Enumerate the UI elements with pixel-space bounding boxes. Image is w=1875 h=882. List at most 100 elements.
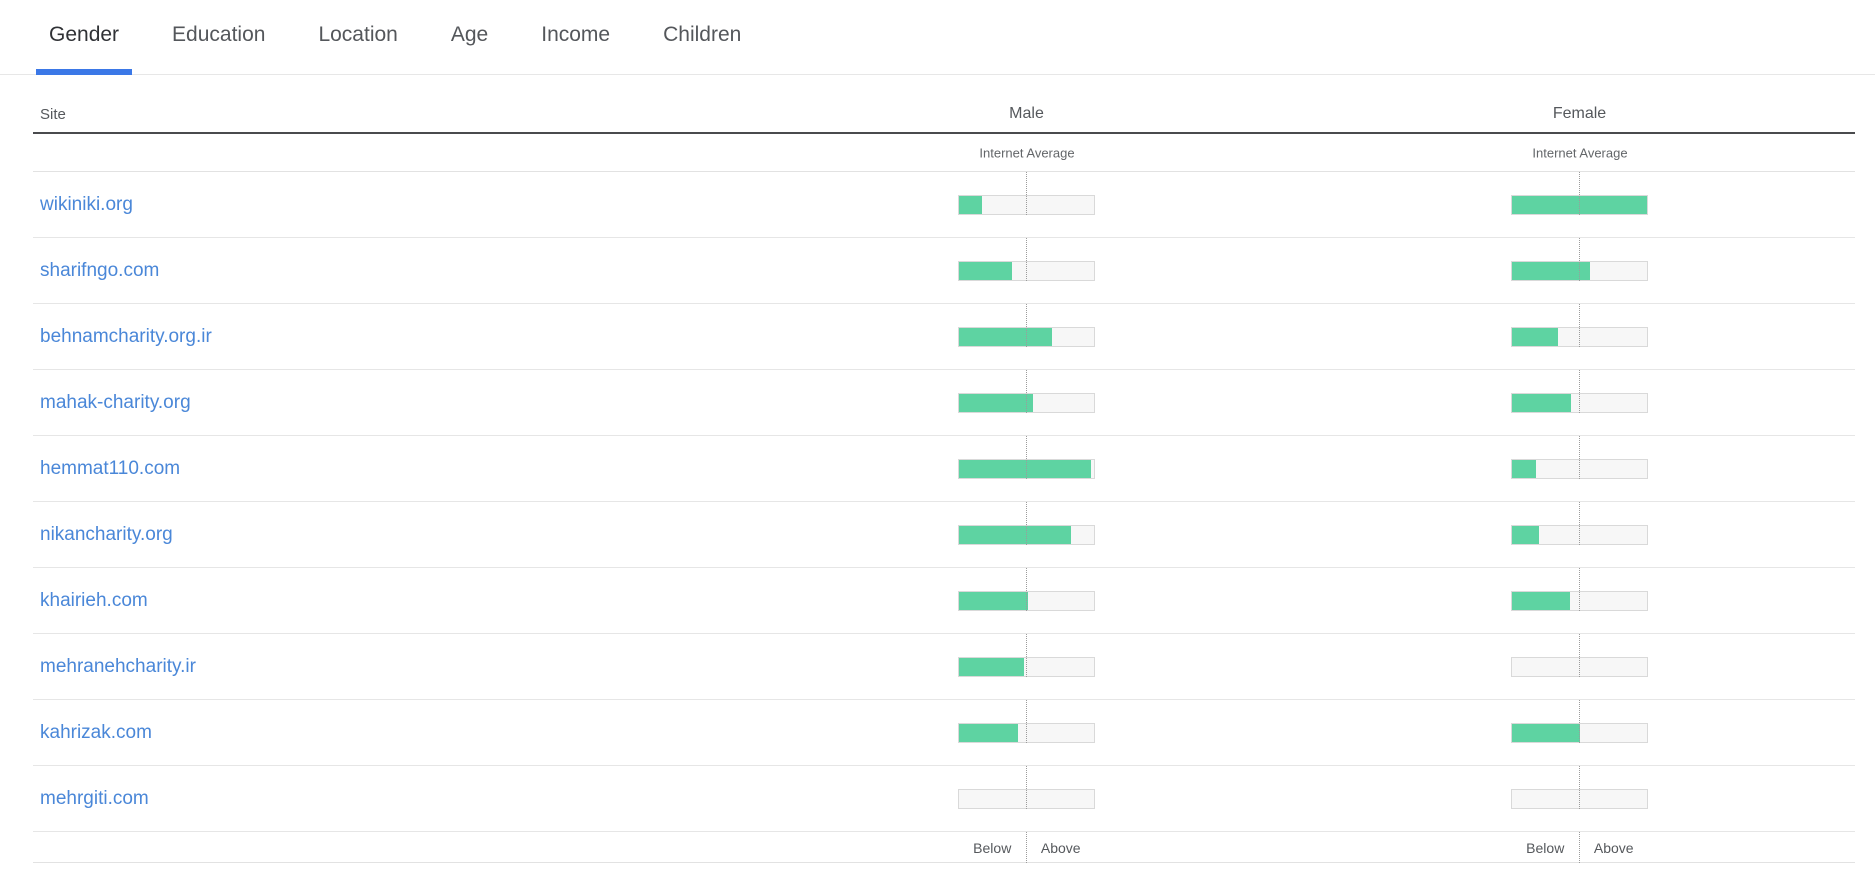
site-link[interactable]: behnamcharity.org.ir [40, 325, 212, 347]
female-bar-fill [1512, 526, 1539, 544]
male-bar-fill [959, 460, 1092, 478]
site-link[interactable]: hemmat110.com [40, 457, 181, 479]
male-bar-fill [959, 394, 1034, 412]
tab-gender[interactable]: Gender [36, 0, 133, 75]
internet-average-marker [1579, 568, 1580, 611]
female-scale-labels: Below Above [1511, 832, 1648, 863]
tab-income[interactable]: Income [541, 22, 611, 46]
male-scale-labels: Below Above [958, 832, 1095, 863]
site-link[interactable]: mahak-charity.org [40, 391, 191, 413]
internet-average-marker [1579, 172, 1580, 215]
internet-average-marker [1579, 304, 1580, 347]
table-footer-row: Below Above Below Above [33, 832, 1855, 863]
below-label: Below [1526, 839, 1565, 856]
internet-average-marker [1026, 370, 1027, 413]
internet-average-marker [1026, 502, 1027, 545]
internet-average-marker [1026, 304, 1027, 347]
table-body: wikiniki.org sharifngo.com [33, 172, 1855, 832]
female-bar-fill [1512, 394, 1572, 412]
site-link[interactable]: mehranehcharity.ir [40, 655, 196, 677]
internet-average-marker [1026, 766, 1027, 809]
male-bar-cell [958, 436, 1095, 502]
internet-average-marker [1579, 436, 1580, 479]
male-bar-cell [958, 172, 1095, 238]
table-row: mehranehcharity.ir [33, 634, 1855, 700]
site-link[interactable]: wikiniki.org [40, 193, 133, 215]
male-bar-fill [959, 526, 1072, 544]
tab-children[interactable]: Children [663, 22, 742, 46]
female-bar-cell [1511, 370, 1648, 436]
table-row: nikancharity.org [33, 502, 1855, 568]
internet-average-marker [1026, 172, 1027, 215]
male-bar-fill [959, 196, 982, 214]
table-row: wikiniki.org [33, 172, 1855, 238]
site-link[interactable]: kahrizak.com [40, 721, 152, 743]
internet-average-marker [1579, 634, 1580, 677]
table-row: sharifngo.com [33, 238, 1855, 304]
table-row: hemmat110.com [33, 436, 1855, 502]
site-link[interactable]: sharifngo.com [40, 259, 160, 281]
female-bar-cell [1511, 172, 1648, 238]
male-bar-fill [959, 658, 1024, 676]
male-bar-fill [959, 592, 1028, 610]
above-label: Above [1040, 839, 1081, 856]
internet-average-label-male: Internet Average [979, 145, 1075, 160]
tab-age[interactable]: Age [450, 22, 489, 46]
site-link[interactable]: khairieh.com [40, 589, 148, 611]
female-bar-cell [1511, 436, 1648, 502]
table-row: kahrizak.com [33, 700, 1855, 766]
male-bar-fill [959, 724, 1019, 742]
internet-average-marker [1579, 832, 1580, 863]
tab-education[interactable]: Education [172, 22, 266, 46]
male-bar-cell [958, 568, 1095, 634]
female-bar-cell [1511, 700, 1648, 766]
female-bar-cell [1511, 634, 1648, 700]
female-bar-cell [1511, 304, 1648, 370]
tab-location[interactable]: Location [318, 22, 398, 46]
above-label: Above [1593, 839, 1634, 856]
male-bar-cell [958, 370, 1095, 436]
female-bar-cell [1511, 568, 1648, 634]
internet-average-marker [1026, 634, 1027, 677]
male-bar-fill [959, 328, 1053, 346]
male-bar-cell [958, 304, 1095, 370]
male-bar-cell [958, 502, 1095, 568]
table-row: khairieh.com [33, 568, 1855, 634]
site-link[interactable]: nikancharity.org [40, 523, 173, 545]
female-bar-fill [1512, 724, 1580, 742]
internet-average-marker [1026, 832, 1027, 863]
internet-average-marker [1026, 700, 1027, 743]
internet-average-marker [1579, 502, 1580, 545]
table-row: mehrgiti.com [33, 766, 1855, 832]
male-bar-fill [959, 262, 1012, 280]
male-bar-cell [958, 634, 1095, 700]
site-column-header: Site [40, 106, 66, 123]
female-bar-cell [1511, 502, 1648, 568]
site-link[interactable]: mehrgiti.com [40, 787, 149, 809]
internet-average-marker [1579, 700, 1580, 743]
female-bar-cell [1511, 238, 1648, 304]
internet-average-marker [1579, 238, 1580, 281]
female-bar-fill [1512, 262, 1591, 280]
female-column-header: Female [1552, 105, 1607, 122]
male-bar-cell [958, 766, 1095, 832]
female-bar-fill [1512, 460, 1537, 478]
female-bar-fill [1512, 328, 1558, 346]
female-bar-fill [1512, 592, 1571, 610]
male-bar-cell [958, 238, 1095, 304]
internet-average-label-female: Internet Average [1532, 145, 1628, 160]
below-label: Below [973, 839, 1012, 856]
male-bar-cell [958, 700, 1095, 766]
internet-average-marker [1026, 568, 1027, 611]
internet-average-marker [1026, 238, 1027, 281]
internet-average-marker [1579, 766, 1580, 809]
male-column-header: Male [1009, 105, 1044, 122]
internet-average-row: Internet Average Internet Average [33, 134, 1855, 172]
table-row: mahak-charity.org [33, 370, 1855, 436]
internet-average-marker [1579, 370, 1580, 413]
table-row: behnamcharity.org.ir [33, 304, 1855, 370]
demographics-tabs: Gender Education Location Age Income Children [0, 0, 1875, 75]
internet-average-marker [1026, 436, 1027, 479]
gender-table: Site Male Female Internet Average Intern… [33, 75, 1855, 863]
female-bar-cell [1511, 766, 1648, 832]
